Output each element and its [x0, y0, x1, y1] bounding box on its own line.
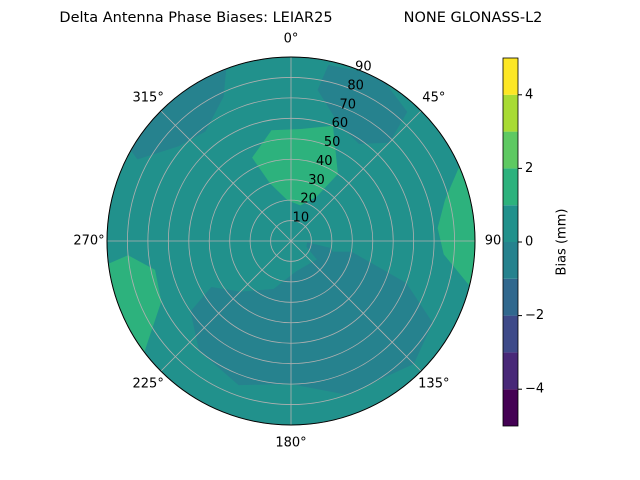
theta-tick-label: 135°	[418, 376, 449, 391]
r-tick-label: 30	[308, 173, 325, 188]
colorbar-segment	[503, 315, 518, 353]
colorbar-segment	[503, 58, 518, 95]
colorbar-tick-label: 4	[525, 87, 533, 102]
colorbar-tick-label: −2	[525, 308, 544, 323]
theta-tick-label: 45°	[422, 91, 445, 106]
colorbar-segment	[503, 94, 518, 132]
colorbar-segment	[503, 352, 518, 390]
r-tick-label: 60	[332, 116, 349, 131]
colorbar-label: Bias (mm)	[555, 209, 570, 276]
r-tick-label: 90	[355, 60, 372, 75]
r-tick-label: 70	[339, 97, 356, 112]
colorbar-tick-label: 2	[525, 161, 533, 176]
colorbar-segment	[503, 389, 518, 426]
colorbar-segment	[503, 242, 518, 279]
contour-region	[107, 255, 162, 367]
theta-tick-label: 315°	[133, 91, 164, 106]
r-tick-label: 40	[316, 154, 333, 169]
grid-line	[290, 110, 422, 242]
colorbar-segment	[503, 168, 518, 206]
chart-subtitle: NONE GLONASS-L2	[404, 10, 543, 26]
colorbar-tick-label: −4	[525, 382, 544, 397]
grid-line	[290, 240, 422, 372]
colorbar-segment	[503, 131, 518, 169]
r-tick-label: 50	[324, 135, 341, 150]
contour-region	[306, 242, 337, 265]
theta-tick-label: 0°	[284, 32, 299, 47]
contour-region	[252, 125, 338, 206]
grid-line	[160, 240, 292, 372]
theta-tick-label: 90	[485, 234, 502, 249]
grid-line	[160, 110, 292, 242]
theta-tick-label: 270°	[73, 234, 104, 249]
theta-tick-label: 225°	[133, 376, 164, 391]
r-tick-label: 80	[347, 78, 364, 93]
contour-region	[128, 64, 227, 160]
colorbar-segment	[503, 278, 518, 316]
r-tick-label: 20	[300, 192, 317, 207]
r-tick-label: 10	[293, 211, 310, 226]
chart-title: Delta Antenna Phase Biases: LEIAR25	[59, 10, 332, 26]
colorbar-segment	[503, 205, 518, 242]
overlay: 10 20 30 40 50 60 70 80 90 0° 45° 90 135° 180° 225° 270…	[73, 32, 501, 451]
colorbar-tick-label: 0	[525, 235, 533, 250]
polar-frame	[106, 56, 476, 426]
theta-tick-label: 180°	[275, 436, 306, 451]
